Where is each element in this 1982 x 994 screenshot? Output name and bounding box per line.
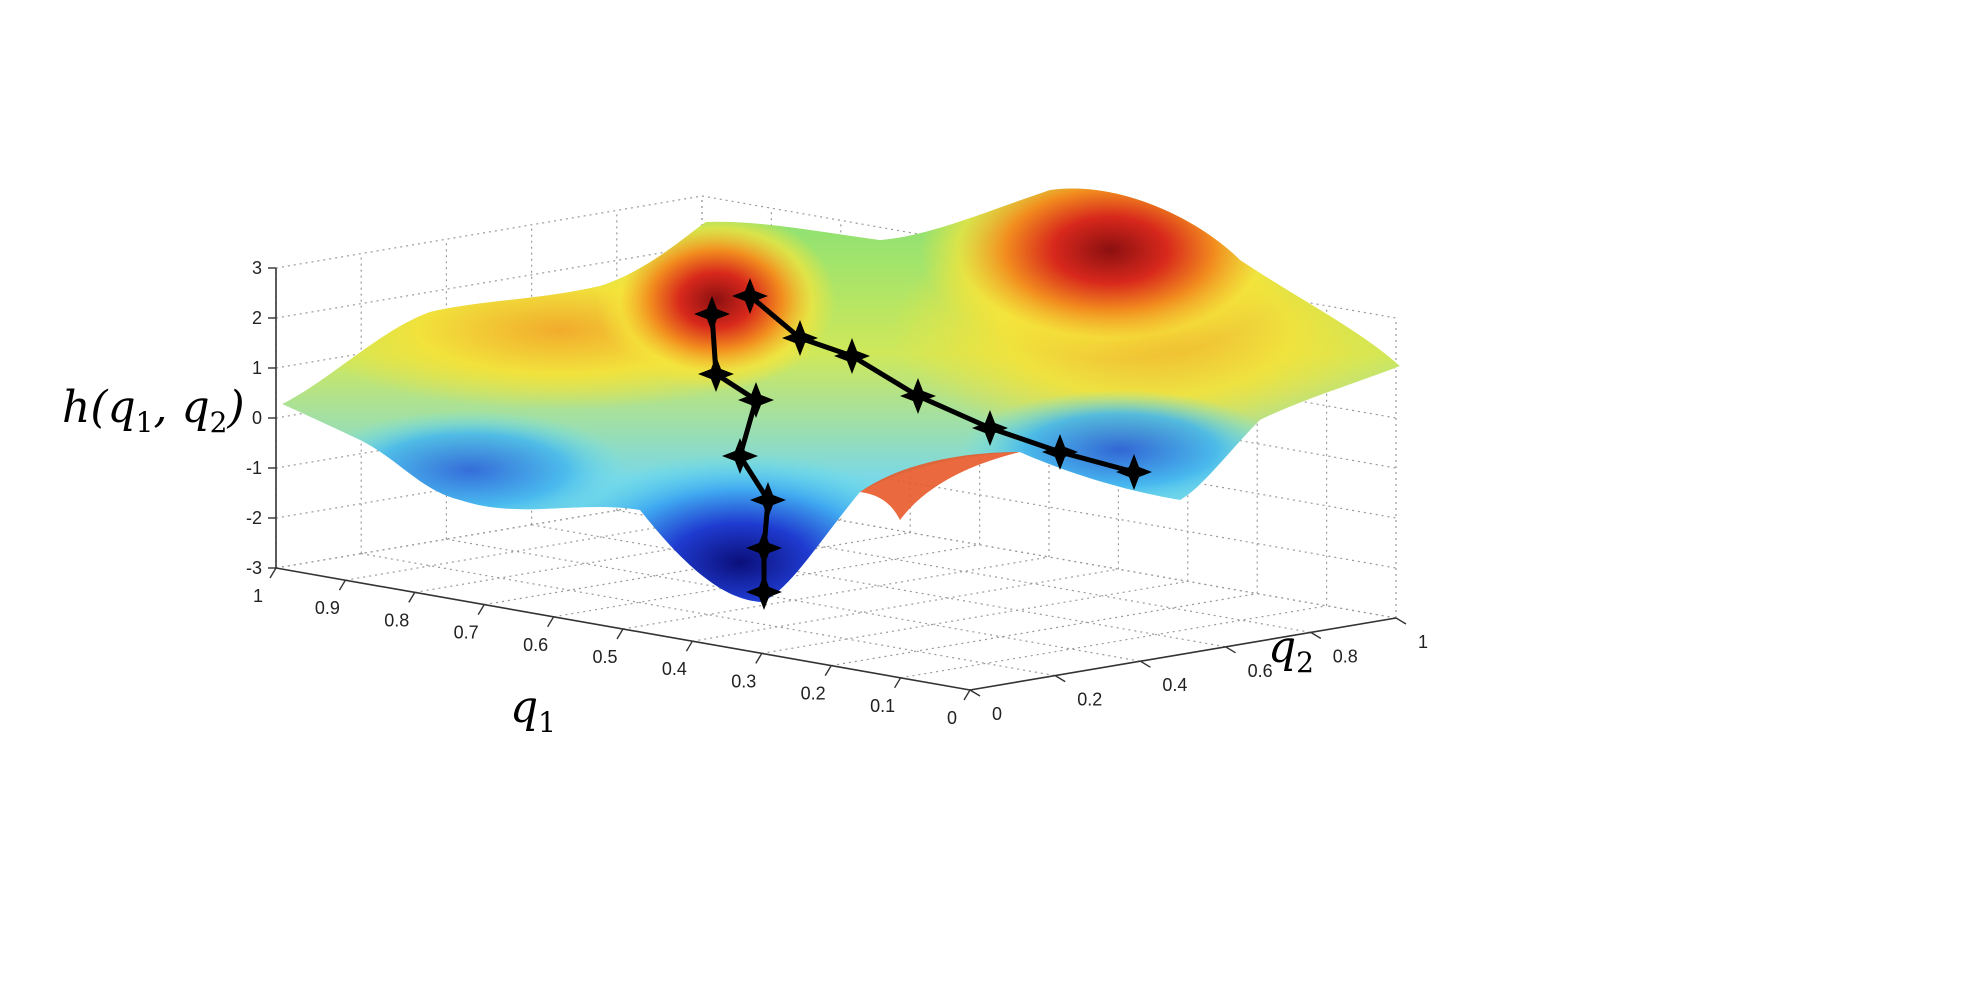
x-tick-mark	[338, 579, 347, 591]
y-tick-mark	[1225, 646, 1236, 654]
z-tick-label: -2	[246, 508, 262, 528]
y-tick-mark	[1395, 617, 1407, 625]
z-tick-label: 0	[252, 408, 262, 428]
y-tick-label: 1	[1418, 632, 1428, 652]
x-tick-label: 0.6	[523, 635, 548, 655]
x-tick-label: 0.7	[454, 623, 479, 643]
y-tick-label: 0.6	[1248, 661, 1273, 681]
descent-point	[746, 530, 782, 566]
x-tick-label: 1	[253, 586, 263, 606]
descent-point	[698, 356, 734, 392]
x-tick-mark	[893, 677, 902, 689]
surface-fill	[282, 188, 1400, 602]
surface-valley	[310, 410, 630, 530]
grid-line	[761, 580, 1188, 654]
x-axis-label: q1	[510, 682, 556, 739]
surface-valley	[960, 390, 1280, 510]
descent-point	[750, 482, 786, 518]
x-tick-label: 0.8	[384, 610, 409, 630]
surface-fold	[860, 452, 1020, 520]
descent-point	[972, 410, 1008, 446]
grid-line	[692, 568, 1119, 642]
y-tick-label: 0.4	[1162, 675, 1187, 695]
x-tick-label: 0.9	[315, 598, 340, 618]
descent-point	[782, 320, 818, 356]
grid-line	[900, 605, 1327, 679]
grid-line	[275, 245, 703, 319]
x-tick-mark	[477, 604, 485, 615]
z-tick-label: -3	[246, 558, 262, 578]
y-axis-label: q2	[1268, 622, 1314, 679]
y-tick-mark	[1310, 631, 1322, 640]
z-tick-label: 1	[252, 358, 262, 378]
x-tick-mark	[616, 628, 624, 640]
y-tick-mark	[1054, 674, 1066, 683]
x-tick-label: 0.4	[662, 659, 687, 679]
tick-labels: 3 2 1 0 -1 -2 -3 1 0.9 0.8 0.7 0.6 0.5 0.4 0.3 0.2 0.1 0 0…	[246, 258, 1428, 728]
x-tick-mark	[963, 689, 971, 701]
x-tick-label: 0	[947, 708, 957, 728]
descent-point	[1042, 434, 1078, 470]
y-tick-mark	[1140, 660, 1151, 668]
y-tick-label: 0.2	[1077, 690, 1102, 710]
x-tick-label: 0.3	[731, 671, 756, 691]
y-tick-label: 0.8	[1333, 646, 1358, 666]
descent-point	[746, 574, 782, 610]
descent-point	[732, 278, 768, 314]
y-tick-mark	[969, 689, 981, 697]
z-tick-label: 2	[252, 308, 262, 328]
descent-point	[1116, 454, 1152, 490]
grid-line	[622, 556, 1050, 630]
x-tick-mark	[685, 640, 694, 652]
z-axis-label: h(q1, q2)	[62, 382, 245, 439]
grid-line	[275, 195, 703, 269]
descent-point	[694, 296, 730, 332]
x-tick-mark	[755, 653, 763, 664]
y-tick-label: 0	[992, 704, 1002, 724]
surface	[282, 188, 1400, 602]
y-axis-line	[969, 617, 1397, 691]
x-tick-label: 0.1	[870, 696, 895, 716]
descent-paths	[694, 278, 1152, 610]
x-tick-mark	[408, 592, 416, 603]
descent-point	[738, 382, 774, 418]
z-tick-label: -1	[246, 458, 262, 478]
descent-point	[722, 438, 758, 474]
x-tick-mark	[269, 567, 277, 579]
x-tick-mark	[824, 665, 832, 676]
x-tick-mark	[546, 616, 555, 628]
grid-line	[831, 593, 1258, 667]
x-tick-label: 0.5	[592, 647, 617, 667]
surface-peak	[920, 188, 1300, 360]
descent-point	[900, 378, 936, 414]
z-tick-label: 3	[252, 258, 262, 278]
x-tick-label: 0.2	[801, 684, 826, 704]
descent-point	[834, 338, 870, 374]
